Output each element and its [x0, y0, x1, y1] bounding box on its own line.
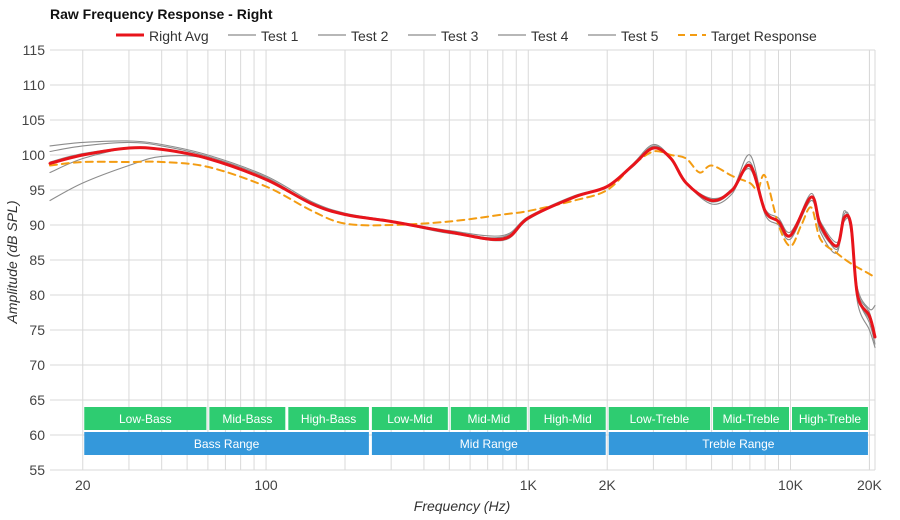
frequency-bands: Low-Bass Mid-Bass High-Bass Low-Mid Mid-Mid H…	[84, 407, 868, 455]
y-tick-label: 75	[29, 322, 45, 338]
grid	[50, 49, 876, 471]
band-rect	[608, 407, 711, 430]
band-low-treble: Low-Treble	[608, 407, 711, 430]
y-axis-ticks: 115 110 105 100 95 90 85 80 75 70 65 60 55	[22, 42, 46, 478]
band-high-treble: High-Treble	[792, 407, 868, 430]
legend-item-test-3: Test 3	[408, 28, 479, 44]
legend-item-test-5: Test 5	[588, 28, 659, 44]
y-tick-label: 85	[29, 252, 45, 268]
series-lines	[48, 140, 877, 349]
y-tick-label: 60	[29, 427, 45, 443]
band-rect	[371, 432, 606, 455]
band-label: Mid-Treble	[723, 412, 780, 426]
y-axis-title: Amplitude (dB SPL)	[4, 201, 20, 325]
band-rect	[450, 407, 527, 430]
legend-label: Test 4	[531, 28, 569, 44]
band-mid-mid: Mid-Mid	[450, 407, 527, 430]
band-rect	[84, 407, 207, 430]
y-tick-label: 55	[29, 462, 45, 478]
legend-label: Test 2	[351, 28, 389, 44]
series-line-test-1	[49, 145, 876, 345]
band-rect	[371, 407, 448, 430]
band-rect	[608, 432, 868, 455]
band-rect	[529, 407, 606, 430]
x-tick-label: 10K	[778, 477, 804, 493]
band-label: Low-Bass	[119, 412, 172, 426]
legend-item-test-2: Test 2	[318, 28, 389, 44]
series-line-test-4	[49, 147, 876, 349]
band-label: Mid-Bass	[222, 412, 272, 426]
y-tick-label: 70	[29, 357, 45, 373]
band-mid-treble: Mid-Treble	[713, 407, 790, 430]
band-mid-bass: Mid-Bass	[209, 407, 286, 430]
band-label: Bass Range	[194, 437, 260, 451]
y-tick-label: 65	[29, 392, 45, 408]
band-label: Low-Mid	[387, 412, 432, 426]
y-tick-label: 115	[23, 42, 46, 58]
x-tick-label: 2K	[599, 477, 617, 493]
x-axis-title: Frequency (Hz)	[414, 498, 510, 514]
band-treble-range: Treble Range	[608, 432, 868, 455]
band-low-bass: Low-Bass	[84, 407, 207, 430]
legend-item-test-1: Test 1	[228, 28, 299, 44]
y-tick-label: 90	[29, 217, 45, 233]
legend-item-target-response: Target Response	[678, 28, 817, 44]
legend-label: Test 5	[621, 28, 659, 44]
x-tick-label: 20K	[857, 477, 883, 493]
band-label: High-Mid	[544, 412, 592, 426]
band-mid-range: Mid Range	[371, 432, 606, 455]
chart-title: Raw Frequency Response - Right	[50, 6, 273, 22]
band-label: Low-Treble	[630, 412, 690, 426]
series-line-target-response	[49, 150, 876, 279]
legend-item-right-avg: Right Avg	[116, 28, 209, 44]
series-line-test-2	[49, 141, 876, 338]
legend-label: Test 1	[261, 28, 299, 44]
series-line-test-5	[49, 146, 876, 338]
band-label: Mid Range	[460, 437, 518, 451]
x-axis-ticks: 20 100 1K 2K 10K 20K	[75, 477, 883, 493]
band-rect	[792, 407, 868, 430]
legend-label: Right Avg	[149, 28, 209, 44]
x-tick-label: 20	[75, 477, 91, 493]
band-label: High-Bass	[301, 412, 356, 426]
band-bass-range: Bass Range	[84, 432, 369, 455]
x-tick-label: 1K	[520, 477, 538, 493]
legend-label: Test 3	[441, 28, 479, 44]
y-tick-label: 105	[22, 112, 46, 128]
legend-item-test-4: Test 4	[498, 28, 569, 44]
x-tick-label: 100	[254, 477, 278, 493]
band-low-mid: Low-Mid	[371, 407, 448, 430]
y-tick-label: 110	[23, 77, 46, 93]
legend: Right Avg Test 1 Test 2 Test 3 Test 4 Test 5 T…	[116, 28, 817, 44]
band-high-mid: High-Mid	[529, 407, 606, 430]
y-tick-label: 80	[29, 287, 45, 303]
band-label: High-Treble	[799, 412, 862, 426]
band-rect	[288, 407, 369, 430]
band-rect	[713, 407, 790, 430]
series-line-right-avg	[48, 146, 877, 339]
band-label: Treble Range	[702, 437, 775, 451]
band-rect	[209, 407, 286, 430]
y-tick-label: 100	[22, 147, 46, 163]
band-high-bass: High-Bass	[288, 407, 369, 430]
band-rect	[84, 432, 369, 455]
legend-label: Target Response	[711, 28, 817, 44]
band-label: Mid-Mid	[467, 412, 510, 426]
y-tick-label: 95	[29, 182, 45, 198]
